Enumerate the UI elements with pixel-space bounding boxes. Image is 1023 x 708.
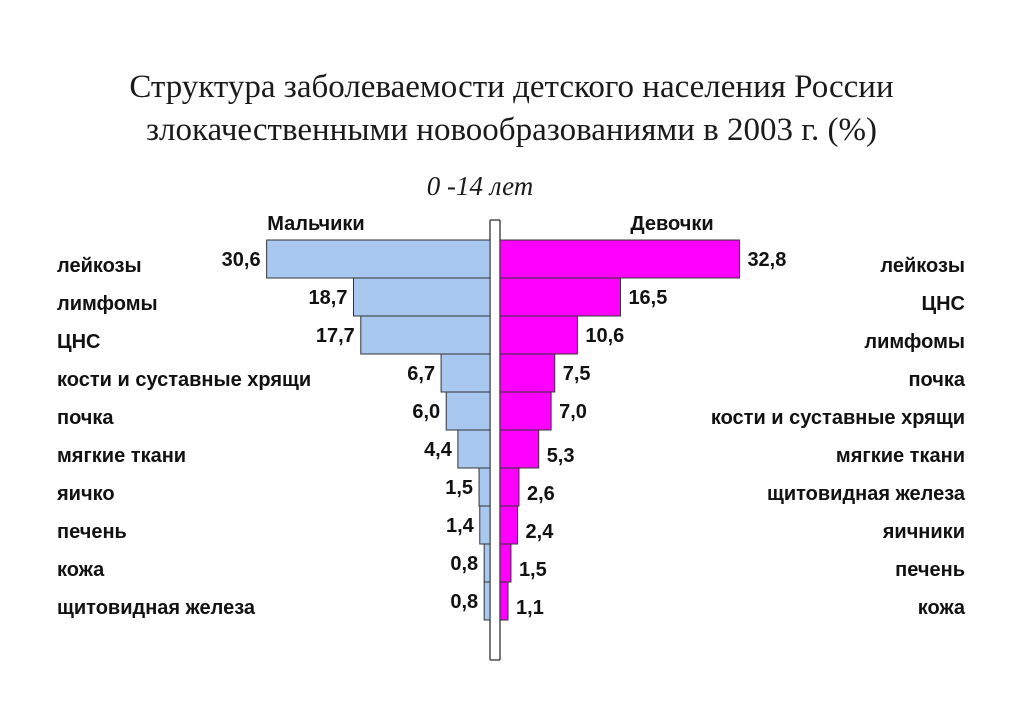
boys-value-label: 30,6 (222, 249, 261, 271)
boys-category-label: щитовидная железа (57, 597, 256, 619)
girls-value-label: 16,5 (628, 287, 667, 309)
girls-bar (499, 581, 509, 621)
boys-bar (457, 429, 491, 469)
boys-value-label: 0,8 (450, 553, 478, 575)
girls-header: Девочки (630, 213, 713, 235)
boys-category-label: ЦНС (57, 331, 101, 353)
boys-bar (440, 353, 491, 393)
boys-category-label: мягкие ткани (57, 445, 186, 467)
boys-bar (360, 315, 491, 355)
girls-bar (499, 315, 578, 355)
chart-title: Структура заболеваемости детского населе… (0, 66, 1023, 152)
chart-subtitle: 0 -14 лет (426, 171, 534, 201)
girls-bar (499, 391, 552, 431)
boys-category-label: лимфомы (57, 293, 158, 315)
boys-bar (479, 505, 491, 545)
boys-value-label: 0,8 (450, 591, 478, 613)
boys-value-label: 6,7 (407, 363, 435, 385)
boys-value-label: 4,4 (424, 439, 453, 461)
chart-title-line-2: злокачественными новообразованиями в 200… (145, 112, 878, 148)
girls-bar (499, 429, 540, 469)
boys-bar (483, 543, 491, 583)
girls-bar (499, 353, 556, 393)
boys-bar (352, 277, 491, 317)
boys-bar (266, 239, 491, 279)
girls-value-label: 2,4 (526, 521, 555, 543)
boys-bar (478, 467, 491, 507)
boys-value-label: 1,5 (445, 477, 473, 499)
girls-category-label: ЦНС (922, 293, 966, 315)
girls-value-label: 2,6 (527, 483, 555, 505)
center-axis (489, 219, 501, 661)
boys-category-label: кости и суставные хрящи (57, 369, 311, 391)
girls-value-label: 32,8 (747, 249, 786, 271)
boys-value-label: 18,7 (309, 287, 348, 309)
boys-category-label: почка (57, 407, 114, 429)
girls-category-label: печень (895, 559, 965, 581)
girls-value-label: 10,6 (585, 325, 624, 347)
girls-value-label: 5,3 (547, 445, 575, 467)
girls-category-label: мягкие ткани (836, 445, 965, 467)
girls-bar (499, 543, 512, 583)
girls-bar (499, 467, 520, 507)
boys-value-label: 17,7 (316, 325, 355, 347)
girls-bar (499, 277, 621, 317)
boys-bar (445, 391, 491, 431)
boys-category-label: печень (57, 521, 127, 543)
girls-bar (499, 505, 519, 545)
girls-value-label: 7,0 (559, 401, 587, 423)
girls-bar (499, 239, 740, 279)
girls-category-label: лейкозы (880, 255, 965, 277)
boys-category-label: яичко (56, 483, 115, 505)
boys-category-label: лейкозы (57, 255, 142, 277)
boys-category-label: кожа (57, 559, 105, 581)
boys-value-label: 6,0 (412, 401, 440, 423)
girls-category-label: кости и суставные хрящи (711, 407, 965, 429)
girls-category-label: кожа (918, 597, 966, 619)
boys-value-label: 1,4 (446, 515, 475, 537)
girls-value-label: 1,1 (516, 597, 544, 619)
girls-category-label: лимфомы (864, 331, 965, 353)
girls-category-label: щитовидная железа (767, 483, 966, 505)
girls-category-label: почка (908, 369, 965, 391)
girls-value-label: 7,5 (563, 363, 591, 385)
girls-series: Девочки 32,8 лейкозы 16,5 ЦНС 10,6 лимфомы 7,5 п… (499, 213, 966, 621)
girls-value-label: 1,5 (519, 559, 547, 581)
boys-header: Мальчики (267, 213, 364, 235)
chart-title-line-1: Структура заболеваемости детского населе… (129, 69, 894, 105)
girls-category-label: яичники (882, 521, 965, 543)
boys-bar (483, 581, 491, 621)
boys-series: Мальчики 30,6 лейкозы 18,7 лимфомы 17,7 ЦНС 6,7… (56, 213, 491, 621)
